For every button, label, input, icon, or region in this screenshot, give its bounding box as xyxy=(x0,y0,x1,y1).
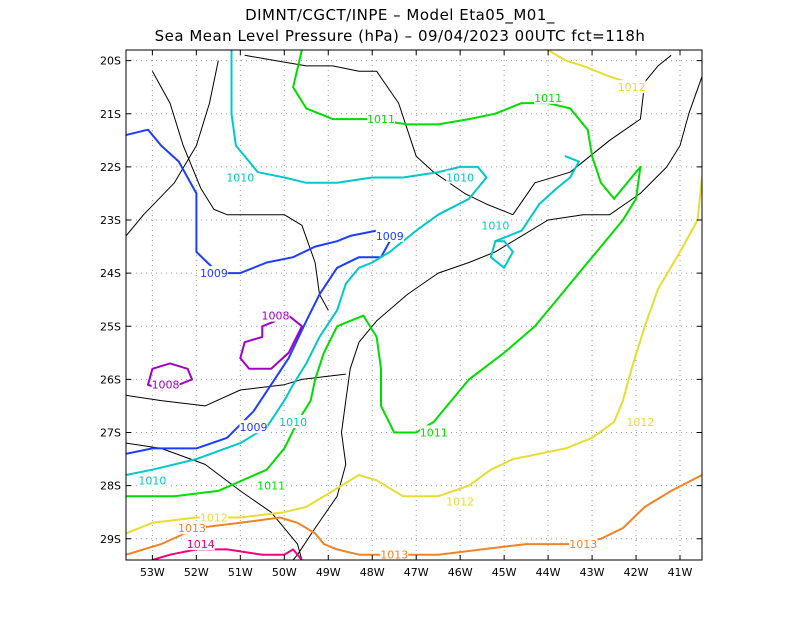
contour-label-bg xyxy=(375,228,404,242)
x-tick-label: 49W xyxy=(316,566,341,579)
isobar-1012 xyxy=(126,176,702,535)
x-tick-label: 52W xyxy=(184,566,209,579)
contour-label: 1009 xyxy=(200,267,228,280)
contour-label: 1010 xyxy=(226,172,254,185)
x-tick-label: 41W xyxy=(668,566,693,579)
y-tick-label: 25S xyxy=(100,320,121,333)
contour-label-bg xyxy=(177,521,206,535)
isobar-1009 xyxy=(126,128,391,455)
map-state-border-mg-rj-es xyxy=(512,54,672,215)
contour-label-bg xyxy=(626,414,655,428)
isobar-1010 xyxy=(126,50,488,476)
contour-label: 1012 xyxy=(618,81,646,94)
contour-label: 1008 xyxy=(152,379,180,392)
contour-label-bg xyxy=(617,80,646,94)
contour-label: 1011 xyxy=(420,427,448,440)
isobar-1013 xyxy=(126,474,702,556)
contour-label: 1011 xyxy=(367,113,395,126)
isobar-1008 xyxy=(147,362,193,391)
y-tick-label: 24S xyxy=(100,267,121,280)
y-tick-label: 29S xyxy=(100,533,121,546)
x-tick-label: 48W xyxy=(360,566,385,579)
map-river-parana xyxy=(126,60,219,237)
contour-label: 1011 xyxy=(534,92,562,105)
axis-layer: 53W 52W 51W 50W 49W 48W 47W 46W 45W 44W 43W 42W 41W 2… xyxy=(100,50,702,579)
map-coastline xyxy=(292,76,702,560)
map-state-border-mg-sp xyxy=(244,54,514,216)
y-tick-label: 21S xyxy=(100,108,121,121)
isobar-1010 xyxy=(494,155,580,243)
map-layer xyxy=(126,54,702,560)
contour-label: 1011 xyxy=(257,480,285,493)
contour-label: 1013 xyxy=(380,549,408,562)
contour-label-bg xyxy=(239,420,268,434)
contour-label: 1010 xyxy=(481,219,509,232)
map-state-border-ms-sp xyxy=(151,70,329,311)
y-tick-label: 28S xyxy=(100,480,121,493)
map-state-border-pr-sc xyxy=(126,373,346,407)
contour-label: 1012 xyxy=(626,416,654,429)
y-tick-label: 20S xyxy=(100,55,121,68)
contour-label: 1009 xyxy=(376,230,404,243)
isobar-1014 xyxy=(151,548,303,560)
chart-title-line1: DIMNT/CGCT/INPE – Model Eta05_M01_ xyxy=(245,6,555,24)
isobar-1011 xyxy=(126,165,642,498)
contour-label-bg xyxy=(446,170,475,184)
x-tick-label: 44W xyxy=(536,566,561,579)
contour-label: 1013 xyxy=(178,522,206,535)
isobar-1008 xyxy=(239,314,303,370)
x-tick-label: 53W xyxy=(140,566,165,579)
grid-layer xyxy=(126,50,702,560)
contour-label: 1014 xyxy=(187,538,215,551)
isobar-1010 xyxy=(489,240,514,269)
contour-label-bg xyxy=(257,478,286,492)
contour-label-bg xyxy=(226,170,255,184)
x-tick-label: 51W xyxy=(228,566,253,579)
contour-label-layer: 1008 1008 1009 1009 1009 1010 1010 1010 1010 1010… xyxy=(138,80,655,562)
y-tick-label: 26S xyxy=(100,373,121,386)
contour-label-bg xyxy=(481,218,510,232)
x-tick-label: 43W xyxy=(580,566,605,579)
contour-label-bg xyxy=(380,547,409,561)
contour-label-bg xyxy=(446,494,475,508)
contour-label: 1010 xyxy=(446,172,474,185)
contour-label-bg xyxy=(534,90,563,104)
plot-frame xyxy=(125,49,703,561)
contour-label: 1010 xyxy=(138,474,166,487)
contour-label-bg xyxy=(199,266,228,280)
contour-label: 1008 xyxy=(261,310,289,323)
contour-label-bg xyxy=(367,112,396,126)
contour-label: 1012 xyxy=(446,496,474,509)
chart-title-line2: Sea Mean Level Pressure (hPa) – 09/04/20… xyxy=(154,27,646,45)
x-tick-label: 45W xyxy=(492,566,517,579)
contour-label: 1013 xyxy=(569,538,597,551)
contour-label-bg xyxy=(419,425,448,439)
y-tick-label: 27S xyxy=(100,427,121,440)
x-tick-label: 50W xyxy=(272,566,297,579)
contour-label-bg xyxy=(261,308,290,322)
contour-label-bg xyxy=(151,377,180,391)
y-tick-label: 22S xyxy=(100,161,121,174)
contour-label-bg xyxy=(186,537,215,551)
contour-label-bg xyxy=(279,414,308,428)
contour-label: 1012 xyxy=(200,512,228,525)
isobar-1011 xyxy=(292,50,616,200)
contour-label-bg xyxy=(138,473,167,487)
contour-layer xyxy=(126,50,702,560)
x-tick-label: 46W xyxy=(448,566,473,579)
x-tick-label: 42W xyxy=(624,566,649,579)
contour-label-bg xyxy=(199,510,228,524)
contour-label: 1010 xyxy=(279,416,307,429)
y-tick-label: 23S xyxy=(100,214,121,227)
contour-label-bg xyxy=(569,537,598,551)
contour-label: 1009 xyxy=(240,421,268,434)
x-tick-label: 47W xyxy=(404,566,429,579)
